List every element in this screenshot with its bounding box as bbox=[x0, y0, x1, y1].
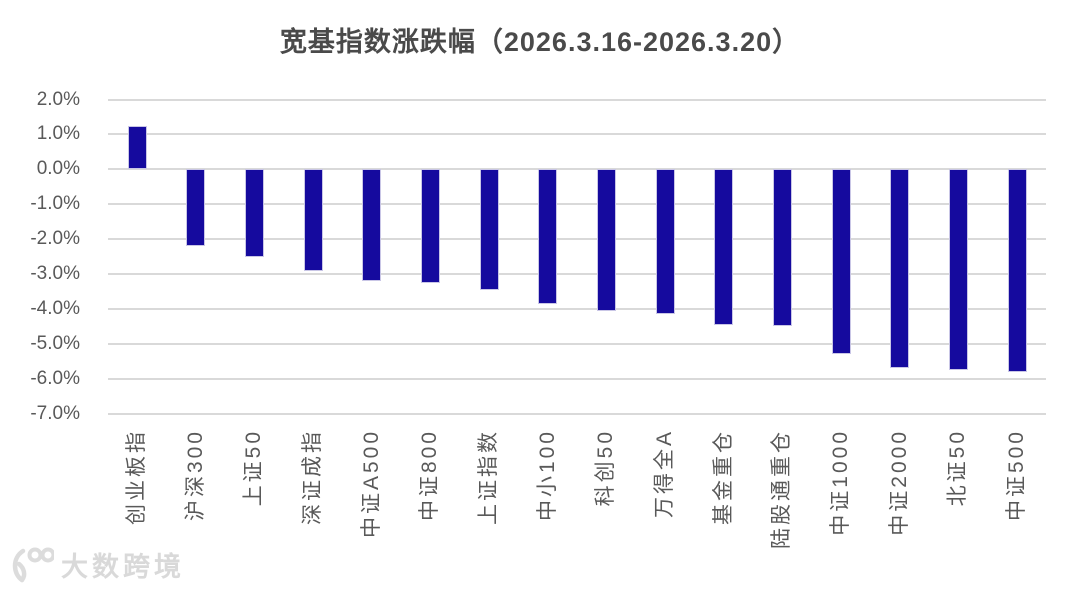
y-axis-tick-label: -2.0% bbox=[30, 228, 80, 250]
bar-中证1000 bbox=[831, 169, 851, 355]
bar-中证500 bbox=[1007, 169, 1027, 372]
y-axis-tick-label: 1.0% bbox=[36, 123, 80, 145]
x-axis-label: 万得全A bbox=[653, 429, 677, 519]
x-axis-label: 上证50 bbox=[242, 429, 266, 507]
bar-中证800 bbox=[420, 169, 440, 283]
x-axis-label: 创业板指 bbox=[125, 429, 148, 525]
bar-沪深300 bbox=[186, 169, 206, 247]
gridline bbox=[108, 98, 1046, 101]
x-axis-label: 基金重仓 bbox=[711, 429, 735, 525]
bar-上证50 bbox=[244, 169, 264, 257]
gridline bbox=[108, 168, 1046, 171]
watermark: 大数跨境 bbox=[8, 543, 185, 585]
bar-基金重仓 bbox=[714, 169, 734, 325]
x-axis-label: 中证1000 bbox=[829, 429, 853, 536]
gridline bbox=[108, 342, 1046, 345]
bar-陆股通重仓 bbox=[772, 169, 792, 327]
y-axis-tick-label: -1.0% bbox=[30, 193, 80, 215]
bar-创业板指 bbox=[127, 125, 147, 170]
x-axis-label: 陆股通重仓 bbox=[770, 429, 794, 549]
x-axis-label: 中证800 bbox=[418, 429, 442, 522]
bar-中小100 bbox=[538, 169, 558, 304]
gridline bbox=[108, 203, 1046, 206]
bar-科创50 bbox=[596, 169, 616, 311]
gridline bbox=[108, 238, 1046, 241]
x-axis-label: 沪深300 bbox=[183, 429, 207, 522]
x-axis-label: 北证50 bbox=[946, 429, 970, 507]
bar-中证A500 bbox=[362, 169, 382, 281]
watermark-brand-text: 大数跨境 bbox=[61, 551, 185, 582]
gridline bbox=[108, 377, 1046, 380]
bar-中证2000 bbox=[890, 169, 910, 369]
x-axis-label: 中小100 bbox=[535, 429, 559, 522]
x-axis-label: 科创50 bbox=[594, 429, 618, 507]
y-axis-tick-label: -6.0% bbox=[30, 367, 80, 389]
gridline bbox=[108, 133, 1046, 136]
x-axis-label: 中证A500 bbox=[359, 429, 383, 539]
chart-title: 宽基指数涨跌幅（2026.3.16-2026.3.20） bbox=[279, 27, 801, 57]
bar-万得全A bbox=[655, 169, 675, 315]
y-axis-tick-label: 0.0% bbox=[36, 158, 80, 180]
gridline bbox=[108, 273, 1046, 275]
x-axis-label: 中证2000 bbox=[887, 429, 911, 536]
y-axis-tick-label: -7.0% bbox=[30, 402, 80, 424]
y-axis-tick-label: -5.0% bbox=[30, 332, 80, 354]
y-axis-tick-label: 2.0% bbox=[36, 88, 80, 110]
bar-北证50 bbox=[948, 169, 968, 370]
bar-深证成指 bbox=[303, 169, 323, 271]
gridline bbox=[108, 307, 1046, 310]
y-axis-tick-label: -4.0% bbox=[30, 297, 80, 319]
bar-上证指数 bbox=[479, 169, 499, 290]
gridline bbox=[108, 412, 1046, 415]
x-axis-label: 中证500 bbox=[1005, 429, 1029, 522]
logo-100-icon bbox=[12, 547, 54, 583]
y-axis-tick-label: -3.0% bbox=[30, 263, 80, 284]
x-axis-label: 深证成指 bbox=[301, 429, 324, 525]
x-axis-label: 上证指数 bbox=[477, 429, 501, 525]
